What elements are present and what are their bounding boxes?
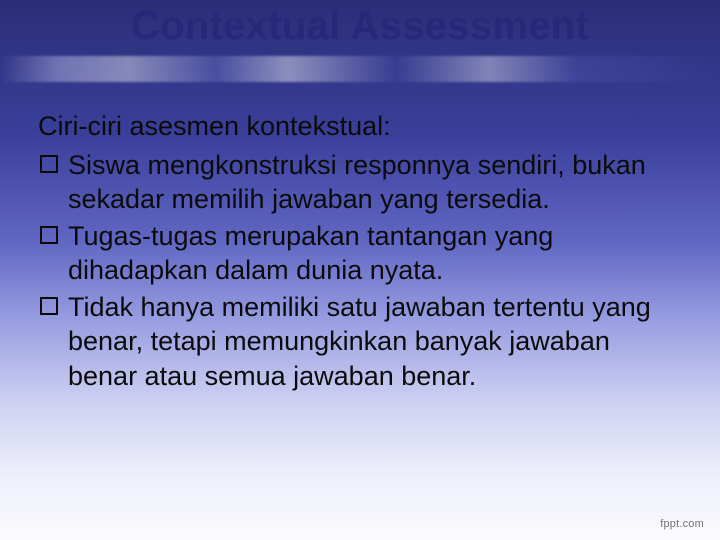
intro-text: Ciri-ciri asesmen kontekstual: — [38, 110, 678, 144]
slide-body: Ciri-ciri asesmen kontekstual: Siswa men… — [38, 110, 678, 394]
list-item-text: Tugas-tugas merupakan tantangan yang dih… — [68, 219, 678, 288]
square-bullet-icon — [40, 155, 58, 173]
list-item-text: Tidak hanya memiliki satu jawaban terten… — [68, 290, 678, 394]
square-bullet-icon — [40, 297, 58, 315]
list-item-text: Siswa mengkonstruksi responnya sendiri, … — [68, 148, 678, 217]
decorative-ribbon — [0, 56, 720, 82]
slide-title: Contextual Assessment — [0, 4, 720, 49]
list-item: Tugas-tugas merupakan tantangan yang dih… — [38, 219, 678, 288]
list-item: Siswa mengkonstruksi responnya sendiri, … — [38, 148, 678, 217]
square-bullet-icon — [40, 226, 58, 244]
footer-watermark: fppt.com — [660, 518, 704, 530]
list-item: Tidak hanya memiliki satu jawaban terten… — [38, 290, 678, 394]
